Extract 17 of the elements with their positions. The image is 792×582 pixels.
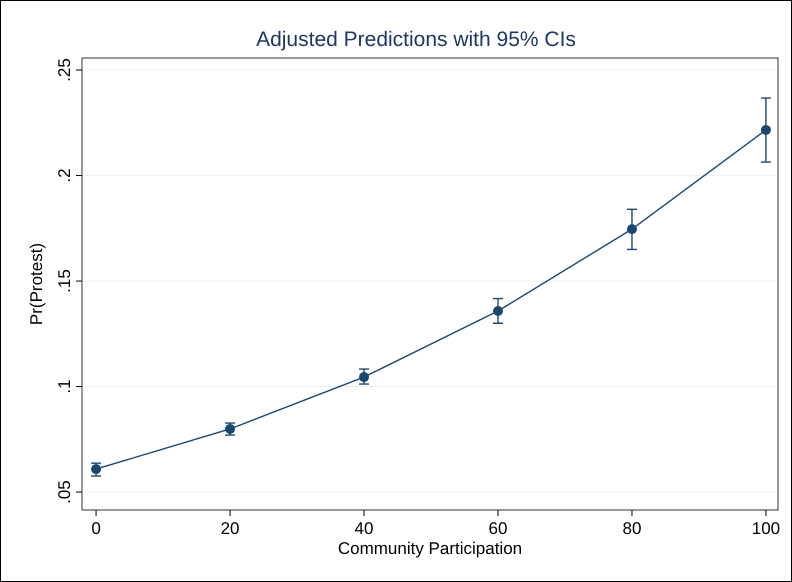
point [492,306,503,316]
x-tick-label: 60 [488,519,508,538]
y-tick-label: .2 [55,168,74,183]
x-axis-title: Community Participation [338,539,522,558]
x-tick-label: 0 [91,519,101,538]
x-tick-label: 20 [220,519,240,538]
y-tick-label: .15 [55,269,74,293]
x-tick-label: 80 [622,519,642,538]
x-tick-label: 40 [354,519,374,538]
y-tick-label: .05 [55,480,74,504]
y-axis-title: Pr(Protest) [27,242,46,326]
x-tick-label: 100 [752,519,780,538]
point [626,224,637,234]
y-tick-label: .25 [55,58,74,82]
point [760,124,771,135]
chart-title: Adjusted Predictions with 95% CIs [256,28,576,51]
y-tick-label: .1 [55,379,74,394]
